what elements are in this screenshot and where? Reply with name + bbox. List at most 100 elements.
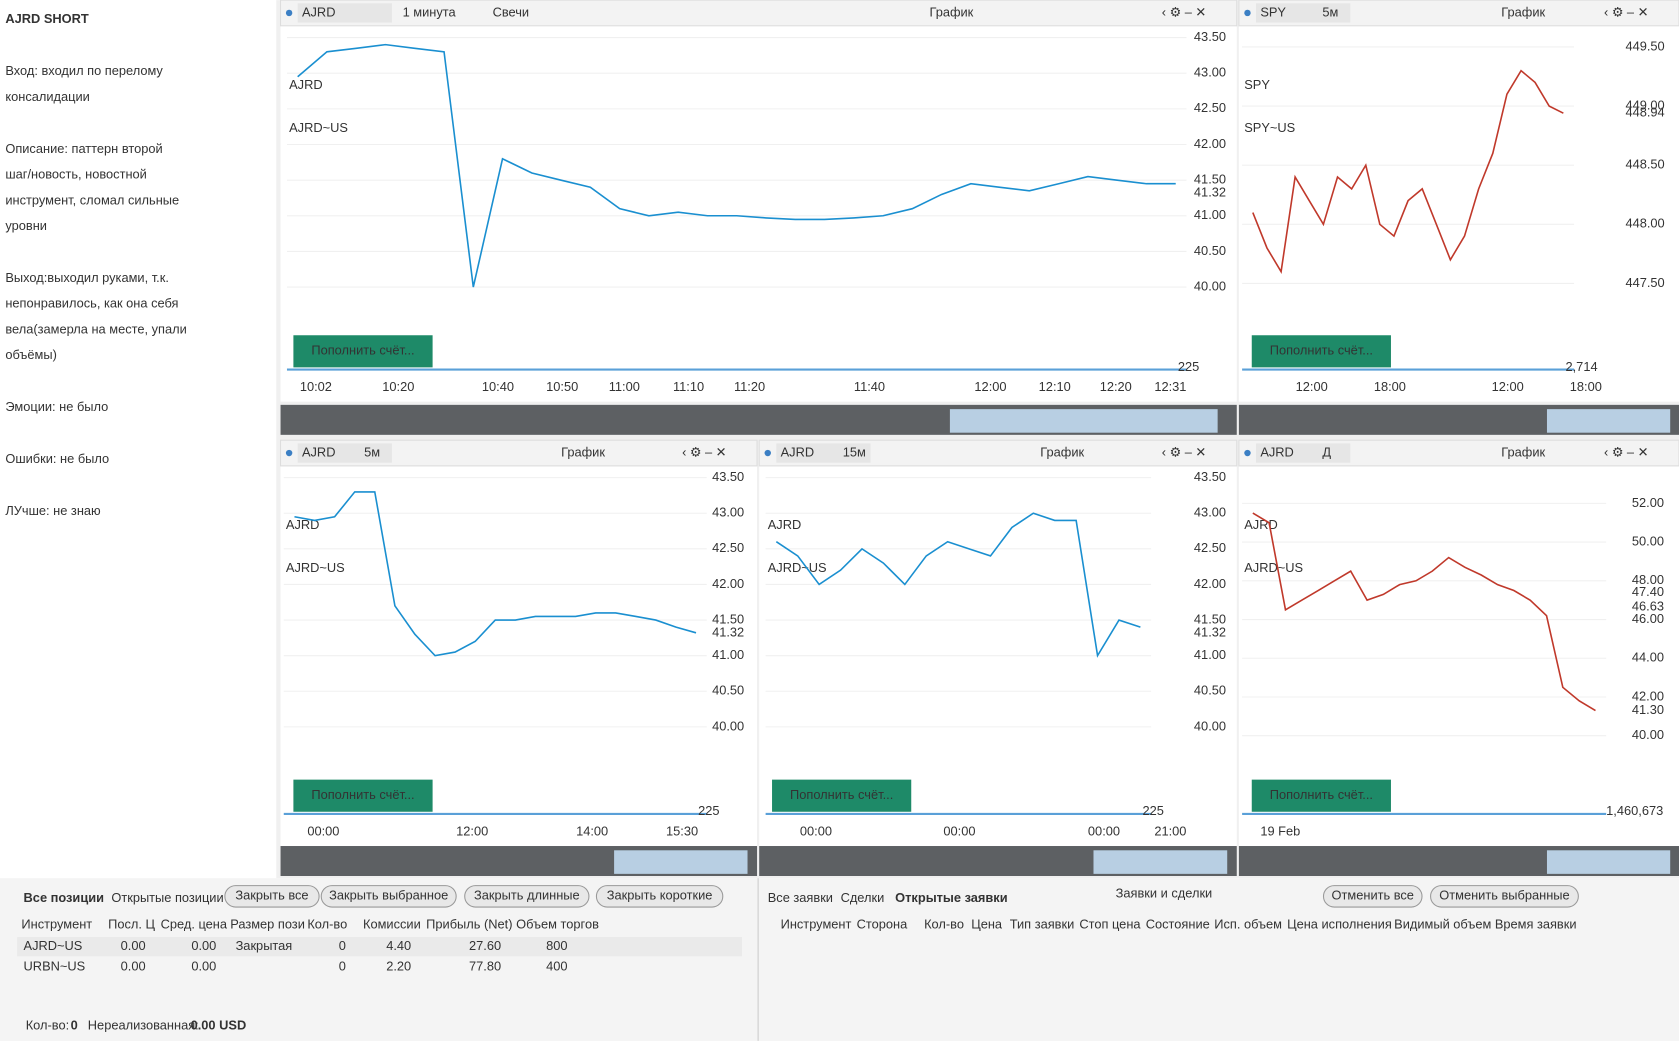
button[interactable] <box>1322 885 1423 908</box>
y-tick-label: 40.00 <box>712 718 744 733</box>
note-line: вела(замерла на месте, упали <box>5 321 186 336</box>
button-label[interactable]: Отменить все <box>1332 888 1414 903</box>
y-tick-label: 449.50 <box>1625 38 1664 53</box>
note-line: ЛУчше: не знаю <box>5 503 101 518</box>
button[interactable] <box>224 885 320 908</box>
y-tick-label: 43.00 <box>712 505 744 520</box>
symbol-box[interactable] <box>776 443 871 463</box>
y-tick-label: 41.50 <box>1194 172 1226 187</box>
watermark: AJRD <box>768 517 802 532</box>
tab[interactable]: Открытые позиции <box>111 890 223 905</box>
symbol[interactable]: AJRD <box>1260 444 1294 459</box>
button[interactable] <box>1430 885 1579 908</box>
deposit-button-label[interactable]: Пополнить счёт... <box>311 787 414 802</box>
button-label[interactable]: Закрыть короткие <box>607 888 713 903</box>
interval[interactable]: 5м <box>1322 4 1338 19</box>
y-tick-label: 40.00 <box>1632 727 1664 742</box>
chart-panel <box>1238 0 1679 402</box>
last-price: 41.32 <box>1194 184 1226 199</box>
deposit-button-label[interactable]: Пополнить счёт... <box>1270 343 1373 358</box>
column-header: Посл. Ц <box>108 917 155 932</box>
symbol[interactable]: AJRD <box>302 444 336 459</box>
column-header: Сред. цена <box>161 917 228 932</box>
x-tick-label: 10:50 <box>546 379 578 394</box>
deposit-button[interactable] <box>772 779 912 812</box>
deposit-button-label[interactable]: Пополнить счёт... <box>790 787 893 802</box>
tab[interactable]: Открытые заявки <box>895 890 1007 905</box>
row-highlight <box>17 937 743 957</box>
x-tick-label: 00:00 <box>943 823 975 838</box>
y-tick-label: 42.50 <box>1194 100 1226 115</box>
panel-title: График <box>1501 4 1545 19</box>
interval[interactable]: 15м <box>843 444 866 459</box>
watermark-sub: AJRD~US <box>768 560 827 575</box>
chart-style[interactable]: Свечи <box>493 4 529 19</box>
tab[interactable]: Сделки <box>841 890 885 905</box>
symbol-box[interactable] <box>1256 443 1351 463</box>
deposit-button[interactable] <box>1251 335 1391 368</box>
button-label[interactable]: Закрыть выбранное <box>329 888 448 903</box>
scrollbar-window[interactable] <box>949 409 1218 433</box>
y-tick-label: 43.50 <box>712 469 744 484</box>
panel-controls: ‹ ⚙ – ✕ <box>1162 444 1206 459</box>
scrollbar-window[interactable] <box>614 850 748 874</box>
column-header: Сторона <box>857 917 908 932</box>
note-line: уровни <box>5 218 47 233</box>
button-label[interactable]: Закрыть все <box>235 888 308 903</box>
note-line: Ошибки: не было <box>5 451 109 466</box>
scrollbar-window[interactable] <box>1546 409 1671 433</box>
indicator-label: 46.63 <box>1632 599 1664 614</box>
tab[interactable]: Все заявки <box>768 890 833 905</box>
cell: URBN~US <box>24 958 86 973</box>
panel-controls: ‹ ⚙ – ✕ <box>1604 4 1648 19</box>
symbol[interactable]: AJRD <box>781 444 815 459</box>
button-label[interactable]: Закрыть длинные <box>474 888 580 903</box>
button[interactable] <box>464 885 590 908</box>
x-tick-label: 14:00 <box>576 823 608 838</box>
deposit-button-label[interactable]: Пополнить счёт... <box>1270 787 1373 802</box>
y-tick-label: 41.00 <box>712 647 744 662</box>
y-tick-label: 40.00 <box>1194 278 1226 293</box>
symbol-box[interactable] <box>297 3 392 23</box>
interval[interactable]: Д <box>1322 444 1331 459</box>
y-tick-label: 41.50 <box>712 611 744 626</box>
watermark: AJRD <box>289 77 322 92</box>
button[interactable] <box>595 885 724 908</box>
y-tick-label: 40.50 <box>712 683 744 698</box>
y-tick-label: 43.00 <box>1194 65 1226 80</box>
note-line: непонравилось, как она себя <box>5 296 178 311</box>
x-tick-label: 11:40 <box>854 379 885 394</box>
last-price: 448.94 <box>1625 105 1664 120</box>
symbol[interactable]: AJRD <box>302 4 336 19</box>
y-tick-label: 44.00 <box>1632 650 1664 665</box>
deposit-button[interactable] <box>293 335 433 368</box>
x-tick-label: 12:00 <box>1492 379 1524 394</box>
interval[interactable]: 5м <box>364 444 380 459</box>
deposit-button-label[interactable]: Пополнить счёт... <box>311 343 414 358</box>
column-header: Кол-во <box>924 917 964 932</box>
tab[interactable]: Все позиции <box>24 890 104 905</box>
footer-label: Кол-во: <box>26 1017 69 1032</box>
price-line <box>775 512 1141 658</box>
note-line: консалидации <box>5 89 89 104</box>
panel-controls: ‹ ⚙ – ✕ <box>1604 444 1648 459</box>
symbol[interactable]: SPY <box>1260 4 1286 19</box>
chart-panel <box>280 0 1237 402</box>
button-label[interactable]: Отменить выбранные <box>1439 888 1569 903</box>
scrollbar-window[interactable] <box>1546 850 1671 874</box>
deposit-button[interactable] <box>1251 779 1391 812</box>
interval[interactable]: 1 минута <box>403 4 457 19</box>
scrollbar-window[interactable] <box>1093 850 1228 874</box>
column-header: Размер пози <box>230 917 305 932</box>
orders-title: Заявки и сделки <box>1116 886 1213 901</box>
x-tick-label: 19 Feb <box>1260 823 1300 838</box>
panel-dot <box>285 9 293 17</box>
button[interactable] <box>320 885 457 908</box>
price-line <box>294 491 697 657</box>
symbol-box[interactable] <box>1256 3 1351 23</box>
symbol-box[interactable] <box>297 443 392 463</box>
cell: 2.20 <box>386 958 411 973</box>
deposit-button[interactable] <box>293 779 433 812</box>
volume-label: 1,460,673 <box>1606 803 1663 818</box>
